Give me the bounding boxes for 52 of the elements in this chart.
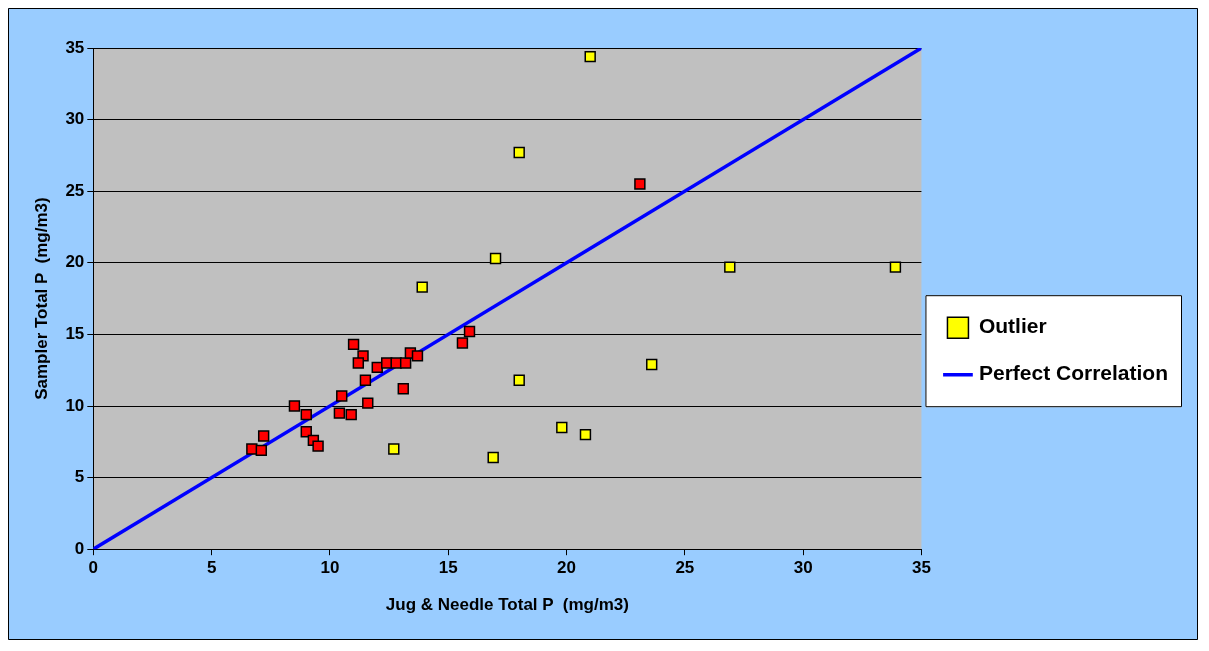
point [584, 50, 596, 63]
point [255, 444, 267, 457]
point [579, 428, 592, 441]
y-tick-label: 15 [65, 324, 85, 344]
point [257, 430, 270, 442]
point [513, 146, 525, 159]
point [399, 357, 412, 369]
point [359, 374, 372, 386]
y-tick-label: 5 [74, 467, 85, 487]
point [246, 443, 258, 455]
point [347, 338, 360, 351]
point [362, 397, 374, 409]
y-tick-label: 25 [65, 180, 85, 200]
x-tick-label: 0 [88, 558, 99, 578]
point [336, 390, 348, 402]
y-tick-label: 20 [65, 252, 85, 272]
point [556, 421, 568, 434]
point [416, 281, 428, 293]
point [513, 374, 525, 386]
point [411, 350, 424, 362]
legend-label: Perfect Correlation [978, 361, 1169, 385]
x-tick-label: 35 [911, 558, 931, 578]
x-tick-label: 25 [675, 558, 695, 578]
point [487, 451, 499, 464]
point [312, 440, 324, 452]
y-tick-label: 30 [65, 109, 85, 129]
point [889, 261, 902, 273]
point [333, 407, 346, 419]
x-tick-label: 20 [557, 558, 576, 578]
y-tick-label: 10 [65, 395, 85, 415]
y-axis-title: Sampler Total P (mg/m3) [31, 197, 51, 400]
point [456, 337, 469, 349]
x-tick-label: 10 [320, 558, 340, 578]
point [634, 178, 646, 190]
x-tick-label: 30 [793, 558, 813, 578]
x-tick-label: 5 [206, 558, 217, 578]
point [388, 443, 400, 455]
point [352, 357, 365, 369]
y-tick-label: 0 [74, 538, 85, 558]
point [345, 408, 357, 421]
point [397, 383, 409, 395]
point [489, 252, 502, 265]
point [300, 408, 312, 421]
legend-label: Outlier [978, 314, 1047, 338]
y-tick-label: 35 [65, 37, 85, 57]
point [463, 325, 476, 338]
point [724, 261, 736, 273]
point [646, 358, 658, 371]
point [390, 357, 402, 369]
point [288, 400, 301, 412]
x-tick-label: 15 [438, 558, 458, 578]
x-axis-title: Jug & Needle Total P (mg/m3) [385, 595, 629, 615]
